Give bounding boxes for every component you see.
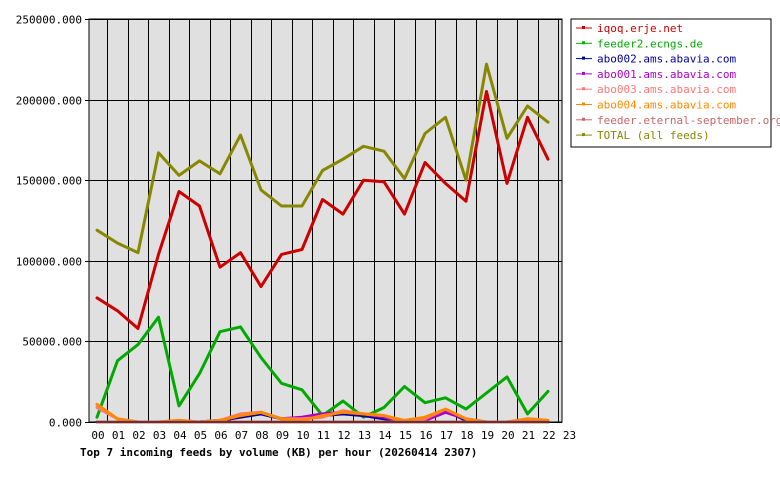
legend-label: abo003.ams.abavia.com xyxy=(597,83,736,96)
series-line-7 xyxy=(95,62,550,255)
x-tick-label: 20 xyxy=(501,429,514,442)
legend-marker xyxy=(582,26,585,29)
legend: iqoq.erje.net feeder2.ecngs.de abo002.ams.… xyxy=(570,18,780,148)
legend-label: feeder2.ecngs.de xyxy=(597,37,703,50)
legend-marker xyxy=(582,117,585,121)
x-tick-label: 17 xyxy=(440,429,453,442)
chart-caption: Top 7 incoming feeds by volume (KB) per … xyxy=(80,446,477,459)
x-tick-label: 21 xyxy=(522,429,535,442)
y-tick-label: 150000.000 xyxy=(16,175,82,188)
legend-label: abo004.ams.abavia.com xyxy=(597,99,736,112)
legend-marker xyxy=(582,56,585,60)
x-tick-label: 13 xyxy=(358,429,371,442)
x-tick-label: 02 xyxy=(132,429,145,442)
x-tick-label: 19 xyxy=(481,429,494,442)
legend-label: iqoq.erje.net xyxy=(597,22,683,35)
x-tick-label: 03 xyxy=(153,429,166,442)
series-line-0 xyxy=(95,90,550,330)
legend-label: abo001.ams.abavia.com xyxy=(597,68,736,81)
x-tick-label: 22 xyxy=(542,429,555,442)
plot-frame xyxy=(88,18,563,423)
legend-label: abo002.ams.abavia.com xyxy=(597,53,736,66)
x-tick-label: 16 xyxy=(419,429,432,442)
legend-marker xyxy=(582,133,585,137)
x-tick-label: 00 xyxy=(91,429,104,442)
x-tick-label: 14 xyxy=(378,429,392,442)
legend-box xyxy=(570,18,772,148)
x-tick-label: 08 xyxy=(255,429,268,442)
y-tick-label: 200000.000 xyxy=(16,95,82,108)
x-tick-label: 18 xyxy=(460,429,473,442)
legend-label: TOTAL (all feeds) xyxy=(597,129,710,142)
x-tick-label: 07 xyxy=(235,429,248,442)
x-tick-label: 10 xyxy=(296,429,309,442)
legend-label: feeder.eternal-september.org xyxy=(597,114,780,127)
y-tick-label: 250000.000 xyxy=(16,14,82,27)
x-tick-label: 11 xyxy=(317,429,330,442)
y-tick-label: 100000.000 xyxy=(16,256,82,269)
x-tick-label: 23 xyxy=(563,429,576,442)
y-tick-label: 0.000 xyxy=(49,417,82,430)
x-tick-label: 09 xyxy=(276,429,289,442)
x-axis-ticks: 00 01 02 03 04 05 06 07 08 09 10 11 12 13 14 15 16 17 18 19… xyxy=(91,429,576,442)
y-axis-ticks: 0.000 50000.000 100000.000 150000.000 200000… xyxy=(16,14,82,430)
x-tick-label: 04 xyxy=(173,429,187,442)
x-tick-label: 01 xyxy=(112,429,125,442)
legend-marker xyxy=(582,41,585,45)
legend-marker xyxy=(582,102,585,106)
x-tick-label: 12 xyxy=(337,429,350,442)
x-tick-label: 06 xyxy=(214,429,227,442)
y-tick-label: 50000.000 xyxy=(22,336,82,349)
legend-marker xyxy=(582,87,585,91)
x-tick-label: 15 xyxy=(399,429,412,442)
x-tick-label: 05 xyxy=(194,429,207,442)
legend-marker xyxy=(582,71,585,75)
